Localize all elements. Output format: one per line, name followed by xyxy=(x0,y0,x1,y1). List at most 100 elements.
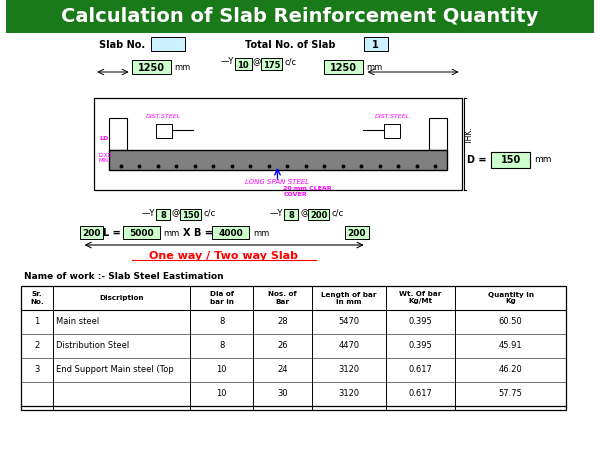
Bar xyxy=(384,124,400,138)
Text: @: @ xyxy=(172,208,180,217)
Bar xyxy=(123,226,160,239)
Text: mm: mm xyxy=(367,63,383,72)
Text: 0.395: 0.395 xyxy=(409,342,433,351)
Text: mm: mm xyxy=(163,229,179,238)
Bar xyxy=(345,226,368,239)
Text: Main steel: Main steel xyxy=(56,318,100,327)
Text: X: X xyxy=(182,228,190,238)
Text: DIST.STEEL: DIST.STEEL xyxy=(374,113,410,118)
Text: 8: 8 xyxy=(289,211,294,220)
Bar xyxy=(212,226,249,239)
Text: D =: D = xyxy=(467,155,486,165)
Text: Discription: Discription xyxy=(100,295,144,301)
Bar xyxy=(235,58,252,70)
Text: 60.50: 60.50 xyxy=(499,318,523,327)
Text: 200: 200 xyxy=(347,229,366,238)
Bar xyxy=(131,60,171,74)
Text: Calculation of Slab Reinforcement Quantity: Calculation of Slab Reinforcement Quanti… xyxy=(61,8,539,27)
Text: —Y: —Y xyxy=(142,208,155,217)
Text: Quantity In
Kg: Quantity In Kg xyxy=(488,292,533,305)
Text: 28: 28 xyxy=(277,318,287,327)
Text: LD: LD xyxy=(100,135,109,140)
Bar xyxy=(109,118,127,150)
Text: —Y: —Y xyxy=(270,208,283,217)
Text: 20 mm CLEAR
COVER: 20 mm CLEAR COVER xyxy=(283,186,332,197)
Text: 1250: 1250 xyxy=(329,63,356,73)
Text: Sr.
No.: Sr. No. xyxy=(30,292,44,305)
Text: L =: L = xyxy=(103,228,121,238)
Bar xyxy=(109,150,447,170)
Text: c/c: c/c xyxy=(203,208,215,217)
Text: DIST.STEEL: DIST.STEEL xyxy=(146,113,181,118)
Text: 200: 200 xyxy=(82,229,101,238)
Bar xyxy=(429,118,447,150)
Text: 1: 1 xyxy=(372,40,379,50)
Bar xyxy=(284,209,298,220)
Text: 3120: 3120 xyxy=(338,365,359,374)
Text: THK.: THK. xyxy=(465,126,474,144)
Text: B =: B = xyxy=(194,228,213,238)
Text: 57.75: 57.75 xyxy=(499,390,523,399)
Text: Total No. of Slab: Total No. of Slab xyxy=(245,40,335,50)
Text: mm: mm xyxy=(534,156,551,165)
Text: 1: 1 xyxy=(34,318,40,327)
Text: 30: 30 xyxy=(277,390,287,399)
Text: Distribution Steel: Distribution Steel xyxy=(56,342,130,351)
Text: Wt. Of bar
Kg/Mt: Wt. Of bar Kg/Mt xyxy=(399,292,442,305)
Bar xyxy=(261,58,283,70)
Bar xyxy=(21,286,566,410)
Text: 10: 10 xyxy=(217,390,227,399)
Text: 0.617: 0.617 xyxy=(409,365,433,374)
Text: 150: 150 xyxy=(182,211,199,220)
Text: 5000: 5000 xyxy=(129,229,154,238)
Text: 2: 2 xyxy=(34,342,40,351)
Bar xyxy=(308,209,329,220)
Text: LONG SPAN STEEL: LONG SPAN STEEL xyxy=(245,179,310,185)
Text: 150: 150 xyxy=(500,155,521,165)
Bar xyxy=(491,152,530,168)
Text: 10: 10 xyxy=(238,60,249,69)
Bar xyxy=(156,124,172,138)
Text: mm: mm xyxy=(175,63,191,72)
Text: 200: 200 xyxy=(310,211,327,220)
Bar xyxy=(151,37,185,51)
Text: @: @ xyxy=(300,208,308,217)
Text: 10: 10 xyxy=(217,365,227,374)
Text: 5470: 5470 xyxy=(338,318,359,327)
Text: 45.91: 45.91 xyxy=(499,342,523,351)
Bar xyxy=(6,0,594,33)
Bar xyxy=(179,209,201,220)
Text: 1250: 1250 xyxy=(137,63,164,73)
Text: c/c: c/c xyxy=(331,208,343,217)
Text: 26: 26 xyxy=(277,342,287,351)
Text: Nos. of
Bar: Nos. of Bar xyxy=(268,292,296,305)
Bar xyxy=(323,60,362,74)
Text: 12XD
MIN.: 12XD MIN. xyxy=(97,153,112,163)
Text: One way / Two way Slab: One way / Two way Slab xyxy=(149,251,298,261)
Text: 3120: 3120 xyxy=(338,390,359,399)
Text: 0.617: 0.617 xyxy=(409,390,433,399)
Bar xyxy=(156,209,170,220)
Text: 8: 8 xyxy=(219,318,224,327)
Text: 175: 175 xyxy=(263,60,280,69)
Text: 46.20: 46.20 xyxy=(499,365,523,374)
Text: Name of work :- Slab Steel Eastimation: Name of work :- Slab Steel Eastimation xyxy=(24,272,223,281)
Text: 8: 8 xyxy=(219,342,224,351)
Bar xyxy=(364,37,388,51)
Text: Dia of
bar in: Dia of bar in xyxy=(209,292,233,305)
Bar xyxy=(94,98,461,190)
Text: —Y: —Y xyxy=(221,58,235,67)
Text: mm: mm xyxy=(253,229,269,238)
Text: 4470: 4470 xyxy=(338,342,359,351)
Text: Length of bar
in mm: Length of bar in mm xyxy=(321,292,377,305)
Bar xyxy=(80,226,103,239)
Text: @: @ xyxy=(253,58,262,67)
Text: 8: 8 xyxy=(160,211,166,220)
Text: 0.395: 0.395 xyxy=(409,318,433,327)
Text: Slab No.: Slab No. xyxy=(98,40,145,50)
Text: c/c: c/c xyxy=(284,58,296,67)
Text: 4000: 4000 xyxy=(218,229,243,238)
Text: End Support Main steel (Top: End Support Main steel (Top xyxy=(56,365,174,374)
Text: 24: 24 xyxy=(277,365,287,374)
Text: 3: 3 xyxy=(34,365,40,374)
